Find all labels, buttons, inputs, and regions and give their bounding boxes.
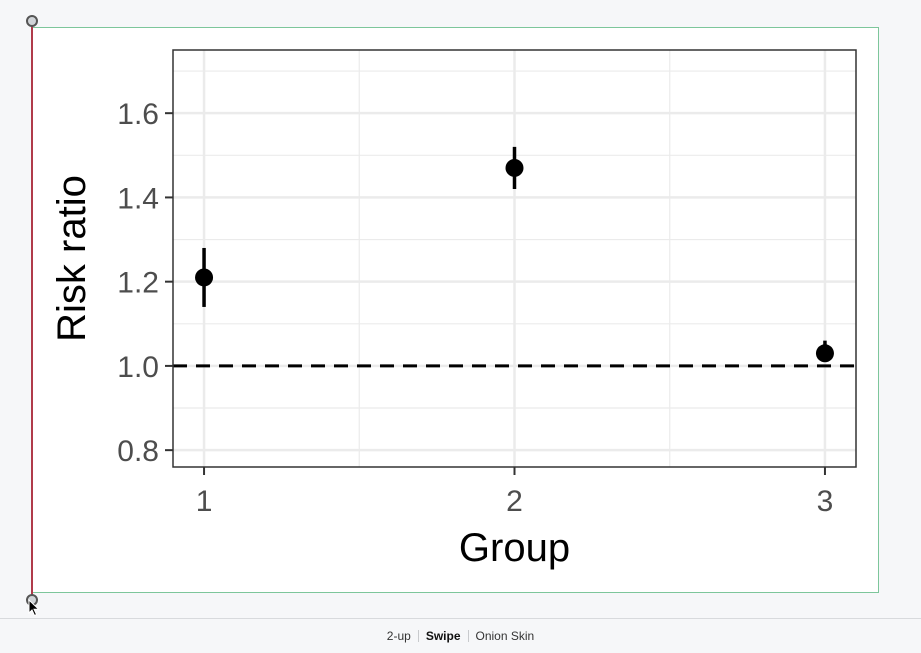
data-point [505, 158, 524, 177]
mode-separator [417, 630, 419, 642]
y-tick-label: 1.0 [117, 351, 159, 384]
pointer-cursor-icon [28, 599, 40, 617]
grid [173, 50, 856, 467]
swipe-stage: 0.8 1.0 1.2 1.4 1.6 1 2 3 Group Risk ratio [26, 15, 879, 617]
swipe-divider[interactable] [31, 20, 33, 600]
mode-separator [467, 630, 469, 642]
x-tick-label: 3 [817, 485, 834, 518]
risk-ratio-chart: 0.8 1.0 1.2 1.4 1.6 1 2 3 Group Risk ratio [50, 49, 857, 570]
x-axis-label: Group [459, 526, 570, 570]
axis-ticks: 0.8 1.0 1.2 1.4 1.6 1 2 3 [117, 98, 833, 518]
swipe-handle-top[interactable] [26, 15, 38, 27]
view-mode-bar: 2-up Swipe Onion Skin [0, 618, 921, 653]
y-tick-label: 1.6 [117, 98, 159, 131]
y-tick-label: 1.4 [117, 182, 159, 215]
x-tick-label: 2 [506, 485, 523, 518]
y-tick-label: 0.8 [117, 435, 159, 468]
data-point [815, 344, 834, 363]
mode-swipe[interactable]: Swipe [425, 629, 461, 643]
mode-onion-skin[interactable]: Onion Skin [475, 629, 535, 643]
y-tick-label: 1.2 [117, 267, 159, 300]
data-point [195, 268, 214, 287]
data-points [195, 146, 834, 363]
y-axis-label: Risk ratio [50, 175, 94, 342]
x-tick-label: 1 [196, 485, 213, 518]
mode-2-up[interactable]: 2-up [386, 629, 411, 643]
